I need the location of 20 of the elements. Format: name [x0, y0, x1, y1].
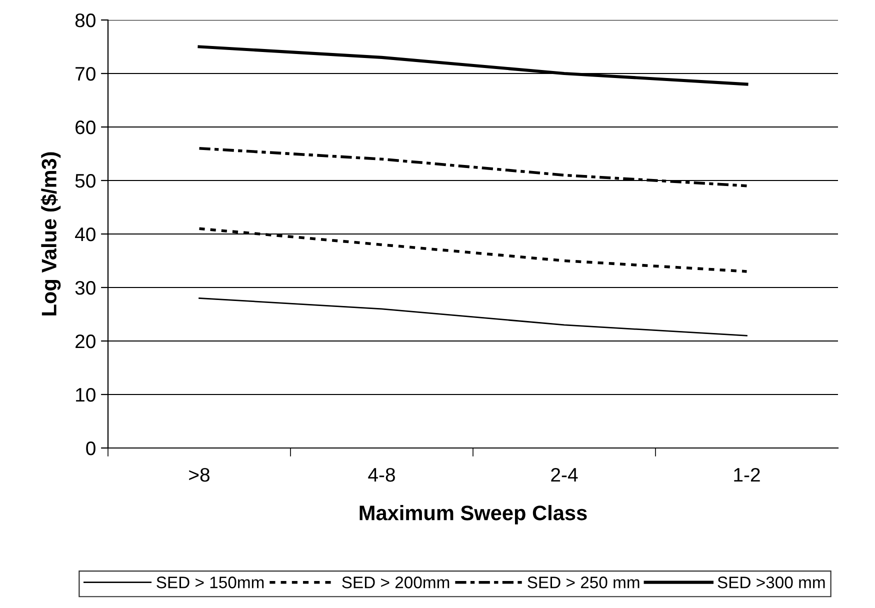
line-series: [198, 298, 748, 336]
y-tick-label: 50: [75, 174, 96, 188]
legend-label: SED > 200mm: [342, 576, 450, 588]
legend-label: SED > 250 mm: [528, 576, 640, 588]
y-axis-title: Log Value ($/m3): [40, 152, 61, 316]
x-tick-label: >8: [189, 468, 210, 482]
x-axis-title: Maximum Sweep Class: [360, 505, 587, 524]
x-tick-label: 4-8: [368, 468, 395, 482]
legend-label: SED > 150mm: [156, 576, 264, 588]
y-tick-label: 80: [75, 13, 96, 28]
y-tick-label: 40: [75, 227, 96, 242]
y-tick-label: 0: [86, 441, 96, 456]
y-tick-label: 70: [76, 66, 96, 81]
x-tick-label: 2-4: [551, 468, 578, 482]
x-tick-label: 1-2: [734, 468, 760, 482]
y-tick-label: 60: [76, 120, 96, 134]
legend-label: SED >300 mm: [718, 576, 825, 588]
y-tick-label: 10: [76, 388, 96, 402]
y-tick-label: 30: [75, 280, 96, 295]
y-tick-label: 20: [76, 334, 96, 348]
